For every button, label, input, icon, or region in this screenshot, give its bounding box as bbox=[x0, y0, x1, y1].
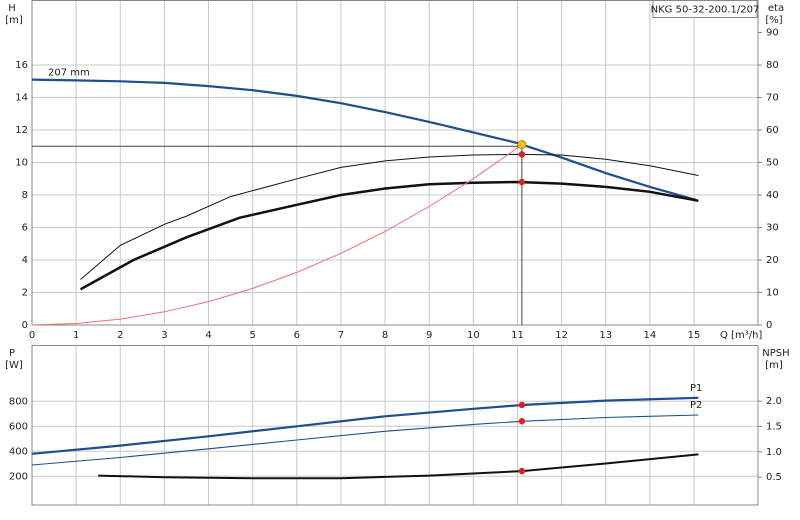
curve bbox=[98, 453, 699, 480]
y2-tick-label: 80 bbox=[766, 60, 779, 71]
y2-tick-label: 0 bbox=[766, 320, 772, 331]
series-label: P2 bbox=[690, 400, 702, 411]
x-tick-label: 4 bbox=[205, 330, 211, 341]
x-tick-label: 9 bbox=[426, 330, 432, 341]
x-tick-label: 6 bbox=[294, 330, 300, 341]
y-tick-label: 6 bbox=[22, 223, 28, 234]
y2-axis-label: eta bbox=[768, 3, 784, 14]
y2-tick-label: 0.5 bbox=[766, 472, 782, 483]
y-tick-label: 600 bbox=[9, 421, 28, 432]
curve bbox=[31, 414, 699, 466]
x-tick-label: 15 bbox=[688, 330, 701, 341]
y2-tick-label: 40 bbox=[766, 190, 779, 201]
y-tick-label: 400 bbox=[9, 446, 28, 457]
x-tick-label: 3 bbox=[161, 330, 167, 341]
y2-axis-label: NPSH bbox=[762, 348, 789, 359]
y-tick-label: 2 bbox=[22, 288, 28, 299]
operating-point bbox=[517, 140, 527, 150]
operating-point bbox=[518, 418, 526, 425]
y2-tick-label: 20 bbox=[766, 255, 779, 266]
y2-tick-label: 70 bbox=[766, 93, 779, 104]
y2-tick-label: 10 bbox=[766, 288, 779, 299]
x-tick-label: 7 bbox=[338, 330, 344, 341]
x-tick-label: 14 bbox=[644, 330, 657, 341]
x-tick-label: 13 bbox=[599, 330, 612, 341]
operating-point bbox=[518, 151, 526, 158]
y2-tick-label: 2.0 bbox=[766, 396, 782, 407]
x-tick-label: 12 bbox=[555, 330, 568, 341]
y2-tick-label: 60 bbox=[766, 125, 779, 136]
y-tick-label: 14 bbox=[15, 93, 28, 104]
curve bbox=[31, 144, 523, 326]
y-axis-unit: [m] bbox=[5, 15, 23, 26]
plot-frame bbox=[31, 0, 759, 326]
curve bbox=[31, 396, 699, 455]
y-axis-label: H bbox=[8, 3, 16, 14]
y-tick-label: 16 bbox=[15, 60, 28, 71]
y2-tick-label: 30 bbox=[766, 223, 779, 234]
x-tick-label: 0 bbox=[29, 330, 35, 341]
x-tick-label: 1 bbox=[73, 330, 79, 341]
chart-title: NKG 50-32-200.1/207 bbox=[651, 5, 760, 16]
plot-frame bbox=[31, 345, 759, 506]
y2-axis-unit: [%] bbox=[765, 15, 782, 26]
y2-axis-unit: [m] bbox=[765, 360, 783, 371]
x-tick-label: 10 bbox=[467, 330, 480, 341]
x-tick-label: 8 bbox=[382, 330, 388, 341]
series-label: P1 bbox=[690, 383, 702, 394]
y-axis-unit: [W] bbox=[5, 360, 23, 371]
x-tick-label: 5 bbox=[249, 330, 255, 341]
x-axis-label: Q [m³/h] bbox=[720, 330, 762, 341]
x-tick-label: 2 bbox=[117, 330, 123, 341]
y2-tick-label: 1.0 bbox=[766, 447, 782, 458]
title-box bbox=[652, 0, 758, 18]
y-tick-label: 8 bbox=[22, 190, 28, 201]
series-label: 207 mm bbox=[48, 68, 90, 79]
operating-point bbox=[518, 467, 526, 475]
y-tick-label: 800 bbox=[9, 396, 28, 407]
y-tick-label: 4 bbox=[22, 255, 28, 266]
y2-tick-label: 50 bbox=[766, 158, 779, 169]
y-tick-label: 12 bbox=[15, 125, 28, 136]
y-tick-label: 200 bbox=[9, 471, 28, 482]
operating-point bbox=[518, 401, 526, 409]
x-tick-label: 11 bbox=[511, 330, 524, 341]
y-axis-label: P bbox=[9, 348, 15, 359]
curve bbox=[80, 153, 699, 280]
y-tick-label: 0 bbox=[22, 320, 28, 331]
y2-tick-label: 90 bbox=[766, 28, 779, 39]
curve bbox=[79, 180, 699, 291]
y2-tick-label: 1.5 bbox=[766, 422, 782, 433]
curve bbox=[31, 78, 697, 201]
operating-point bbox=[518, 178, 526, 186]
y-tick-label: 10 bbox=[15, 158, 28, 169]
